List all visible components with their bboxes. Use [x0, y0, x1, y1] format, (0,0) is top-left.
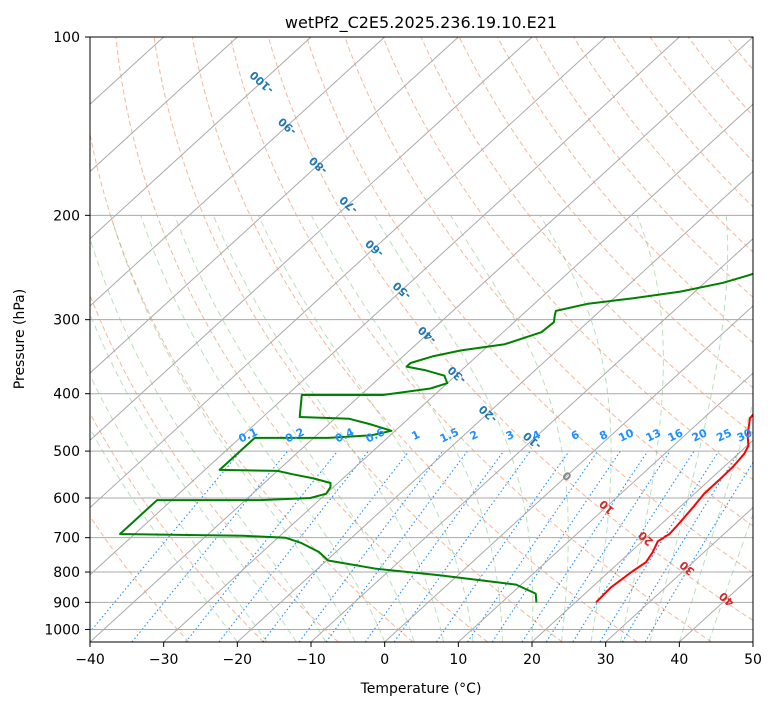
dry-adiabat: [765, 37, 775, 642]
mixing-ratio-label: 0.2: [283, 425, 306, 445]
dry-adiabat: [78, 37, 413, 642]
y-tick-label: 600: [53, 491, 80, 507]
dry-adiabat: [192, 37, 637, 642]
mixing-ratio-line: [326, 451, 467, 642]
mixing-ratio-line: [600, 451, 719, 642]
isotherm-line: [164, 37, 775, 642]
mixing-ratio-label: 20: [690, 426, 710, 444]
y-tick-label: 400: [53, 387, 80, 403]
mixing-ratio-line: [468, 451, 598, 642]
y-tick-label: 900: [53, 595, 80, 611]
dry-adiabat: [536, 37, 775, 642]
mixing-ratio-line: [492, 451, 620, 642]
y-tick-label: 700: [53, 531, 80, 547]
y-axis-label: Pressure (hPa): [12, 289, 28, 389]
x-tick-label: 30: [597, 652, 615, 668]
moist-adiabat: [258, 215, 473, 642]
mixing-ratio-line: [365, 451, 503, 642]
y-tick-label: 1000: [44, 622, 80, 638]
x-tick-label: −10: [296, 652, 326, 668]
mixing-ratio-line: [82, 451, 241, 642]
mixing-ratio-label: 25: [714, 426, 733, 444]
mixing-ratio-label: 2: [468, 428, 480, 443]
x-axis-label: Temperature (°C): [360, 681, 482, 697]
x-tick-label: 0: [380, 652, 389, 668]
dry-adiabat: [345, 37, 775, 642]
y-tick-label: 800: [53, 565, 80, 581]
mixing-ratio-label: 6: [569, 428, 582, 443]
mixing-ratio-label: 8: [597, 428, 609, 443]
mixing-ratio-line: [219, 451, 368, 642]
chart-title: wetPf2_C2E5.2025.236.19.10.E21: [285, 13, 557, 33]
isotherm-line: [0, 37, 458, 642]
isotherm-line: [0, 37, 237, 642]
moist-adiabat: [58, 215, 296, 642]
mixing-ratio-label: 16: [666, 426, 686, 444]
isotherm-line: [0, 37, 311, 642]
mixing-ratio-label: 10: [617, 426, 637, 444]
mixing-ratio-line: [573, 451, 694, 642]
x-tick-label: 50: [744, 652, 762, 668]
y-tick-label: 100: [53, 30, 80, 46]
dry-adiabat: [497, 37, 775, 642]
dry-adiabat: [612, 37, 775, 642]
mixing-ratio-line: [436, 451, 569, 642]
mixing-ratio-line: [132, 451, 288, 642]
dry-adiabat: [650, 37, 775, 642]
mixing-ratio-line: [263, 451, 409, 642]
x-tick-label: 10: [449, 652, 467, 668]
y-tick-label: 300: [53, 313, 80, 329]
mixing-ratio-line: [622, 451, 739, 642]
x-tick-label: −20: [223, 652, 253, 668]
mixing-ratio-label: 1: [409, 428, 421, 443]
x-tick-label: 40: [670, 652, 688, 668]
dry-adiabat: [726, 37, 775, 642]
isotherm-line: [0, 37, 606, 642]
x-tick-label: 20: [523, 652, 541, 668]
isotherm-line: [0, 37, 385, 642]
mixing-ratio-label: 13: [644, 426, 663, 444]
x-tick-label: −30: [149, 652, 179, 668]
dry-adiabat: [688, 37, 775, 642]
isotherm-line: [753, 37, 775, 642]
y-tick-label: 500: [53, 444, 80, 460]
isotherm-line: [16, 37, 679, 642]
x-tick-label: −40: [75, 652, 105, 668]
mixing-ratio-label: 1.5: [438, 425, 461, 445]
mixing-ratio-label: 0.4: [333, 425, 356, 445]
mixing-ratio-label: 0.1: [237, 425, 260, 445]
moist-adiabat: [13, 215, 237, 642]
mixing-ratio-label: 36: [756, 426, 775, 444]
dry-adiabat: [1, 37, 263, 642]
y-tick-label: 200: [53, 208, 80, 224]
